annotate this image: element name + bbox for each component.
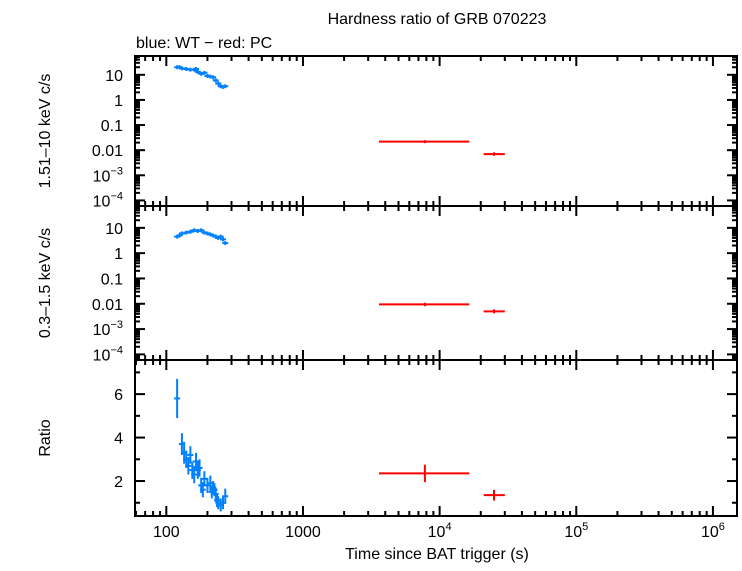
wt-point — [220, 237, 227, 242]
x-tick-label: 106 — [701, 521, 725, 541]
wt-series-2 — [174, 378, 229, 512]
pc-point-1 — [483, 152, 505, 156]
wt-point — [198, 228, 205, 233]
y-tick-label: 0.1 — [101, 271, 123, 288]
wt-point — [201, 70, 208, 75]
wt-point — [174, 378, 181, 419]
wt-point — [215, 81, 222, 86]
wt-point — [194, 69, 201, 74]
wt-point — [193, 67, 200, 71]
x-tick-label: 1000 — [285, 524, 321, 541]
wt-point — [199, 482, 206, 498]
wt-point — [191, 465, 198, 484]
y-axis-label-ratio: Ratio — [37, 419, 54, 456]
chart-title: Hardness ratio of GRB 070223 — [328, 11, 547, 28]
pc-point-0 — [378, 140, 470, 144]
wt-point — [187, 229, 194, 234]
wt-point — [222, 488, 229, 504]
x-tick-label: 104 — [428, 521, 452, 541]
y-tick-label: 10−3 — [93, 319, 123, 339]
wt-series-0 — [174, 65, 229, 89]
wt-point — [187, 446, 194, 464]
wt-point — [222, 241, 229, 246]
pc-point-1 — [483, 489, 505, 501]
y-tick-label: 1 — [114, 246, 123, 263]
y-tick-label: 10 — [105, 221, 123, 238]
pc-point-1 — [483, 309, 505, 314]
y-tick-label: 4 — [114, 431, 123, 448]
panel-frame-1 — [134, 205, 738, 361]
wt-point — [222, 84, 229, 89]
x-tick-label: 105 — [564, 521, 588, 541]
pc-point-0 — [378, 464, 470, 483]
y-tick-label: 0.01 — [92, 143, 123, 160]
y-axis-label-hard: 1.51–10 keV c/s — [37, 74, 54, 189]
wt-series-1 — [174, 228, 229, 246]
pc-point-0 — [378, 302, 470, 307]
wt-point — [196, 459, 203, 477]
y-tick-label: 2 — [114, 474, 123, 491]
wt-point — [217, 234, 224, 239]
wt-point — [210, 75, 217, 80]
y-tick-label: 10−3 — [93, 165, 123, 185]
y-axis-label-soft: 0.3–1.5 keV c/s — [37, 228, 54, 338]
wt-point — [185, 457, 192, 475]
y-tick-label: 0.1 — [101, 118, 123, 135]
y-tick-label: 10−4 — [93, 344, 123, 364]
chart-subtitle: blue: WT − red: PC — [136, 35, 272, 52]
panel-frame-0 — [134, 55, 738, 207]
y-tick-label: 10−4 — [93, 190, 123, 210]
wt-point — [212, 78, 219, 83]
x-axis-label: Time since BAT trigger (s) — [345, 546, 529, 563]
x-tick-label: 100 — [153, 524, 180, 541]
wt-point — [201, 471, 208, 487]
y-tick-label: 10 — [105, 68, 123, 85]
y-tick-label: 0.01 — [92, 297, 123, 314]
y-tick-label: 1 — [114, 93, 123, 110]
y-tick-label: 6 — [114, 387, 123, 404]
